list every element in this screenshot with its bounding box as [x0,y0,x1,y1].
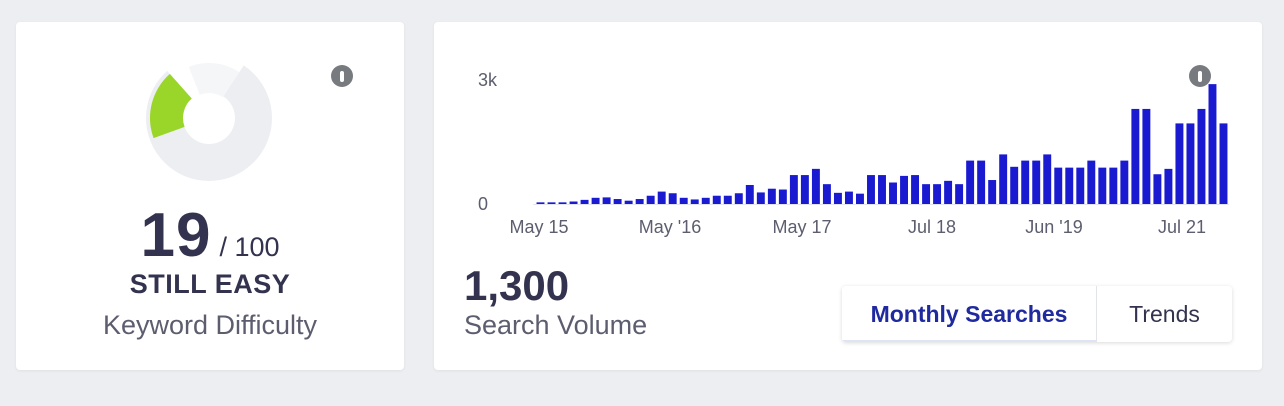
chart-bar[interactable] [1109,167,1118,204]
chart-bar[interactable] [1120,160,1129,204]
chart-bar[interactable] [833,192,842,204]
gauge-gap-shade [188,63,240,118]
chart-bar[interactable] [613,199,622,204]
chart-bar[interactable] [1087,160,1096,204]
y-tick-label: 3k [478,70,498,90]
chart-bar[interactable] [712,195,721,204]
chart-bar[interactable] [536,202,545,204]
y-tick-label: 0 [478,194,488,214]
chart-bar[interactable] [646,195,655,204]
chart-bar[interactable] [668,193,677,204]
chart-bar[interactable] [999,154,1008,204]
chart-bar[interactable] [1142,108,1151,204]
search-volume-card: 3k 0 May 15 May '16 May 17 Jul 18 Jun '19 Jul 2… [434,22,1262,370]
tab-trends[interactable]: Trends [1129,300,1200,327]
chart-bar[interactable] [767,188,776,204]
chart-bar[interactable] [701,197,710,204]
chart-bar[interactable] [811,168,820,204]
chart-bar[interactable] [1153,174,1162,204]
chart-bar[interactable] [944,180,953,204]
keyword-difficulty-card: 19 / 100 STILL EASY Keyword Difficulty [16,22,404,370]
chart-bar[interactable] [867,175,875,204]
difficulty-score-max: / 100 [219,232,280,262]
gauge-fill [150,73,192,139]
info-icon[interactable] [331,65,353,87]
chart-bar[interactable] [1208,84,1217,204]
chart-bar[interactable] [635,199,644,204]
chart-bar[interactable] [889,182,897,204]
chart-bar[interactable] [580,199,589,204]
chart-bar[interactable] [1043,154,1052,204]
chart-bar[interactable] [1186,123,1195,204]
chart-bar[interactable] [602,197,611,204]
chart-mode-toggle: Monthly Searches Trends [842,286,1232,342]
chart-bar[interactable] [690,199,699,204]
difficulty-status: STILL EASY [129,269,291,299]
search-volume-chart: 3k 0 May 15 May '16 May 17 Jul 18 Jun '19 Jul 2… [478,70,1229,237]
chart-bar[interactable] [1021,160,1030,204]
chart-bar[interactable] [933,184,942,204]
chart-bar[interactable] [900,175,908,204]
x-tick-label: May 17 [772,217,831,237]
chart-bar[interactable] [1098,167,1107,204]
chart-bar[interactable] [1219,123,1228,204]
chart-bar[interactable] [734,193,743,204]
x-tick-label: May '16 [639,217,701,237]
chart-bar[interactable] [1076,167,1085,204]
chart-bar[interactable] [1164,168,1173,204]
difficulty-score-value: 19 [140,201,212,270]
difficulty-gauge [146,54,272,181]
chart-bar[interactable] [955,184,964,204]
chart-bar[interactable] [657,191,666,204]
chart-bar[interactable] [922,184,931,204]
difficulty-score: 19 / 100 [16,200,404,271]
chart-bar[interactable] [756,192,765,204]
search-volume-label: Search Volume [464,310,648,340]
chart-bar[interactable] [822,184,831,204]
chart-bar[interactable] [723,195,732,204]
chart-bar[interactable] [745,184,754,204]
chart-bar[interactable] [966,160,975,204]
chart-bar[interactable] [778,189,787,204]
chart-bar[interactable] [558,202,567,204]
chart-bar[interactable] [878,175,886,204]
x-tick-label: Jul 21 [1158,217,1206,237]
chart-bar[interactable] [988,180,997,204]
chart-bar[interactable] [1065,167,1074,204]
difficulty-label: Keyword Difficulty [102,310,318,340]
chart-bar[interactable] [977,160,986,204]
chart-bar[interactable] [1131,108,1140,204]
chart-bar[interactable] [789,175,798,204]
chart-bar[interactable] [1054,167,1063,204]
info-icon[interactable] [1189,65,1211,87]
chart-bar[interactable] [911,175,920,204]
x-tick-label: May 15 [509,217,568,237]
x-tick-label: Jul 18 [908,217,956,237]
chart-bar[interactable] [1032,160,1041,204]
chart-bar[interactable] [591,197,600,204]
chart-bar[interactable] [856,193,864,204]
tab-monthly-searches[interactable]: Monthly Searches [842,286,1097,342]
chart-bar[interactable] [679,197,688,204]
chart-bar[interactable] [844,191,853,204]
chart-bar[interactable] [1175,123,1184,204]
chart-bar[interactable] [569,201,578,204]
chart-bar[interactable] [1197,108,1206,204]
search-volume-value: 1,300 [464,262,570,309]
chart-bar[interactable] [624,200,633,204]
x-tick-label: Jun '19 [1025,217,1082,237]
chart-bar[interactable] [800,175,809,204]
chart-bar[interactable] [547,202,556,204]
chart-bar[interactable] [1010,166,1019,204]
gauge-center [184,93,234,143]
